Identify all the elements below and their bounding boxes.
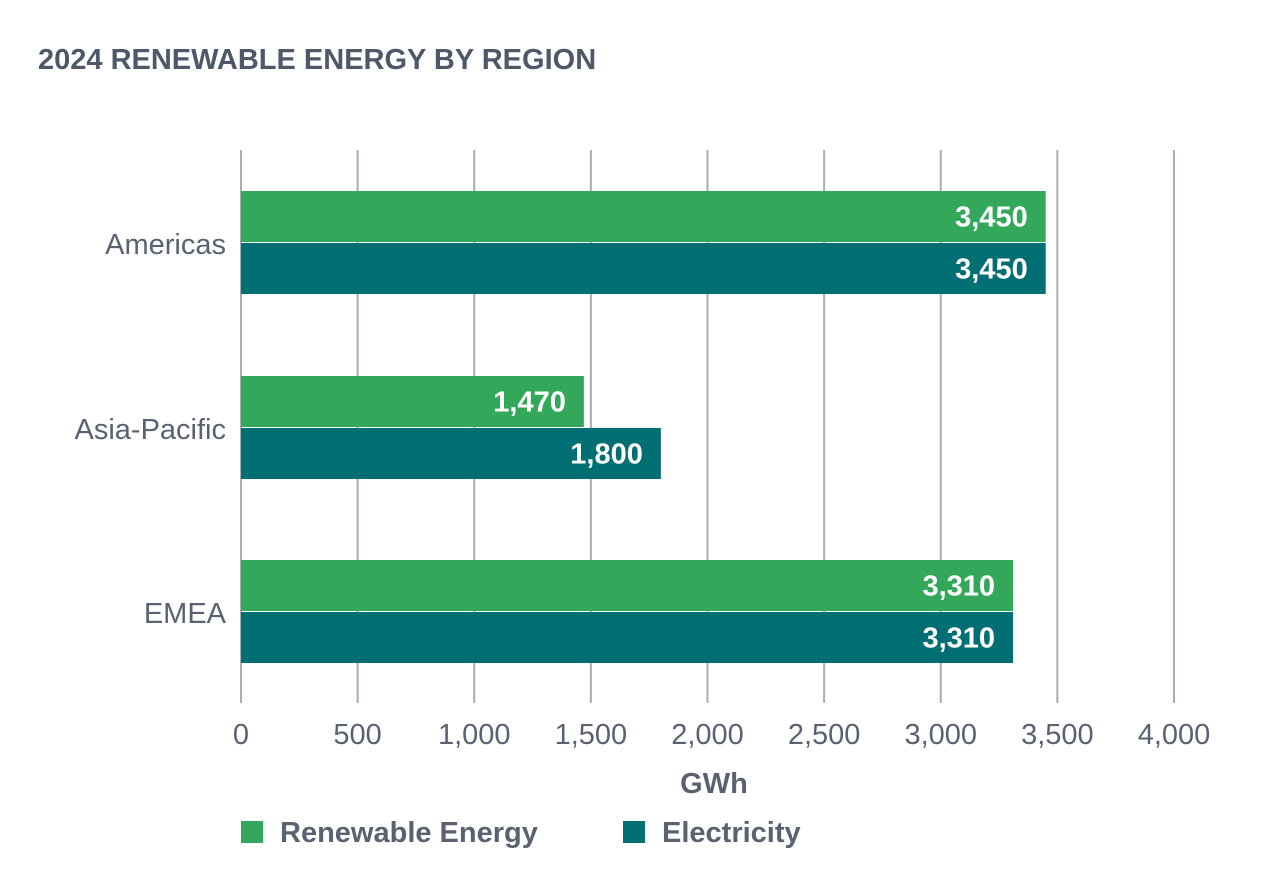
x-axis-title: GWh [680,768,748,800]
bar-electricity-asia-pacific [241,428,661,479]
category-labels: Americas Asia-Pacific EMEA [75,229,227,630]
x-tick-label: 3,000 [904,719,977,751]
bar-value-label: 3,310 [922,623,995,655]
x-tick-label: 3,500 [1021,719,1094,751]
bar-electricity-emea [241,612,1014,663]
legend-swatch [241,821,263,843]
bar-value-label: 1,800 [570,439,643,471]
legend: Renewable Energy Electricity [241,817,801,849]
x-tick-label: 1,500 [555,719,628,751]
x-tick-label: 2,500 [788,719,861,751]
legend-label: Electricity [662,817,801,849]
legend-swatch [623,821,645,843]
x-tick-label: 0 [233,719,249,751]
bar-renewable-americas [241,191,1046,242]
bars [241,191,1046,663]
bar-value-label: 1,470 [493,387,566,419]
x-tick-labels: 0 500 1,000 1,500 2,000 2,500 3,000 3,500 4,000 [233,719,1210,751]
x-tick-label: 2,000 [671,719,744,751]
category-label: EMEA [144,598,227,630]
legend-item-electricity: Electricity [623,817,801,849]
legend-item-renewable-energy: Renewable Energy [241,817,538,849]
bar-renewable-asia-pacific [241,376,584,427]
bar-electricity-americas [241,243,1046,294]
bar-value-label: 3,450 [955,254,1028,286]
category-label: Americas [105,229,226,261]
grid-layer [240,150,1175,703]
x-tick-label: 4,000 [1138,719,1211,751]
bar-renewable-emea [241,560,1014,611]
bar-value-label: 3,310 [922,571,995,603]
bar-value-label: 3,450 [955,202,1028,234]
chart-title: 2024 RENEWABLE ENERGY BY REGION [38,44,596,76]
x-tick-label: 500 [333,719,381,751]
legend-label: Renewable Energy [280,817,538,849]
category-label: Asia-Pacific [75,414,227,446]
x-tick-label: 1,000 [438,719,511,751]
